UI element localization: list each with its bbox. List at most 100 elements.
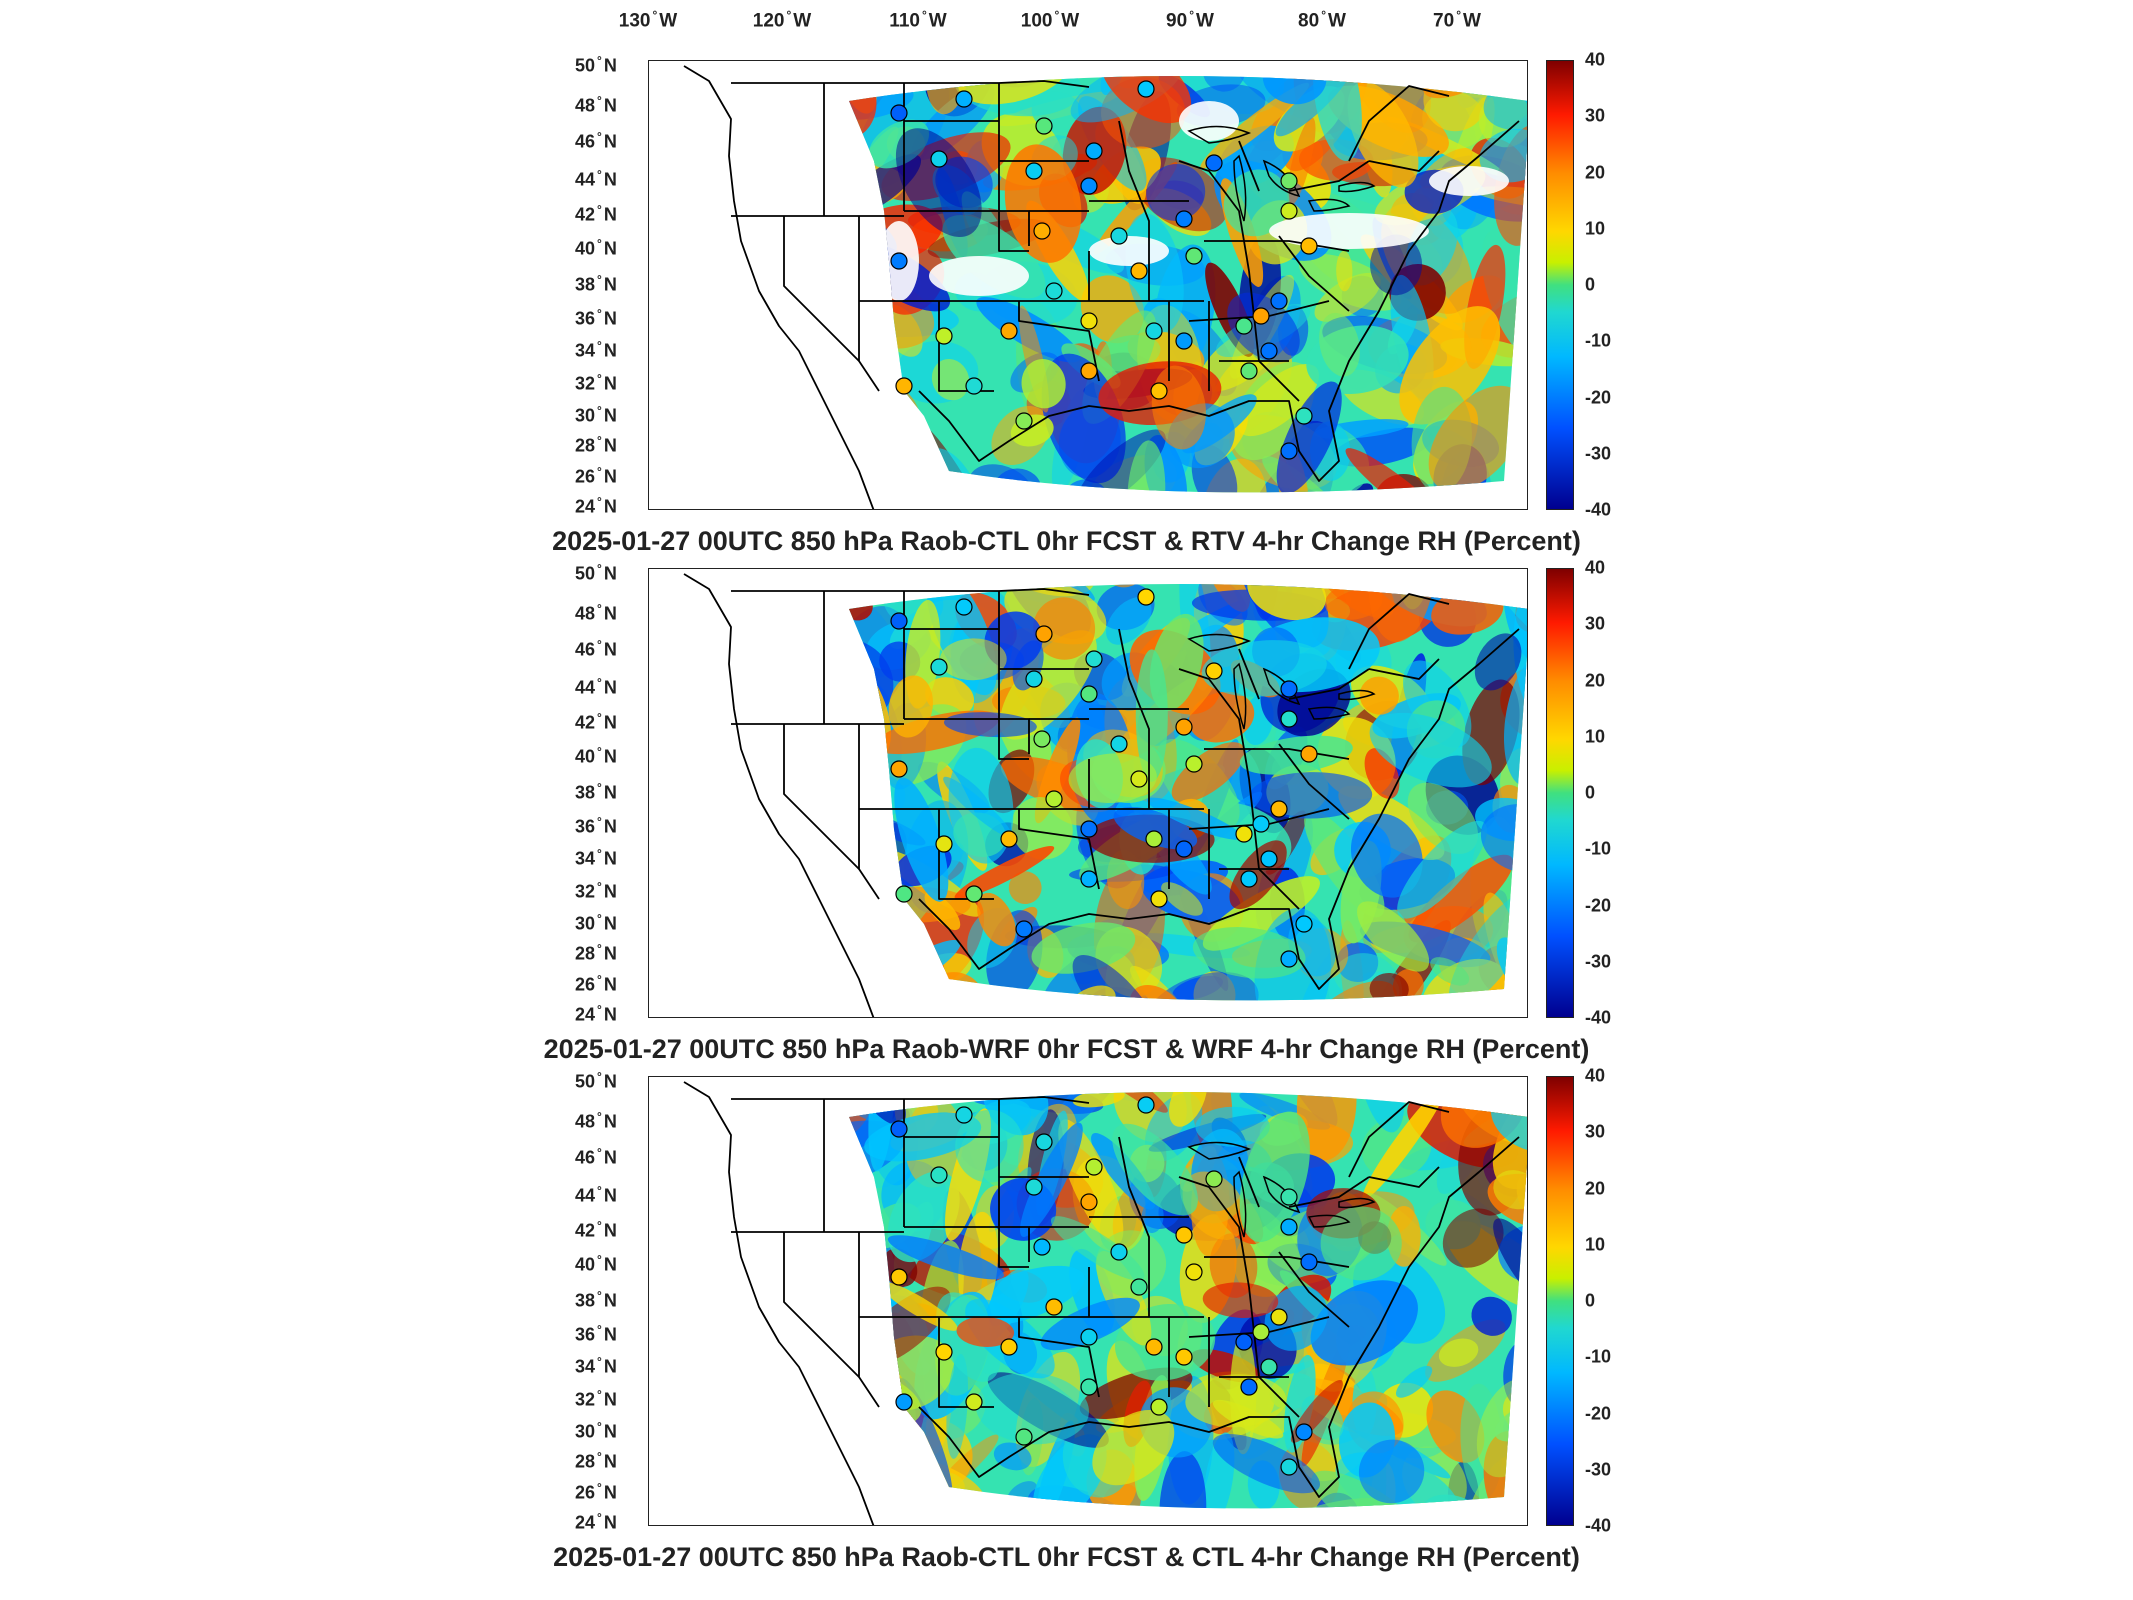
latitude-label: 38 ° N bbox=[575, 1288, 617, 1311]
great-lake bbox=[1187, 1141, 1252, 1160]
colorbar-tick: 30 bbox=[1585, 1121, 1606, 1142]
colorbar-tick: -40 bbox=[1585, 1007, 1612, 1028]
colorbar-tick: 0 bbox=[1585, 274, 1596, 295]
latitude-label: 30 ° N bbox=[575, 911, 617, 934]
latitude-label: 28 ° N bbox=[575, 941, 617, 964]
station-marker bbox=[890, 104, 908, 122]
station-marker bbox=[935, 835, 953, 853]
great-lake bbox=[1307, 198, 1351, 212]
station-marker bbox=[1240, 362, 1258, 380]
map-boundaries bbox=[683, 573, 1520, 1017]
station-marker bbox=[1175, 332, 1193, 350]
great-lake bbox=[1262, 159, 1301, 198]
station-marker bbox=[1175, 210, 1193, 228]
great-lake bbox=[1307, 1214, 1351, 1228]
station-marker bbox=[1033, 730, 1051, 748]
state-border bbox=[998, 1099, 1029, 1268]
station-marker bbox=[1175, 1348, 1193, 1366]
station-marker bbox=[1235, 825, 1253, 843]
latitude-label: 30 ° N bbox=[575, 403, 617, 426]
station-marker bbox=[890, 1268, 908, 1286]
map-area bbox=[648, 60, 1528, 510]
station-marker bbox=[1110, 227, 1128, 245]
raob-station-markers bbox=[890, 1096, 1318, 1476]
state-border bbox=[1018, 1317, 1100, 1398]
colorbar-tick: 0 bbox=[1585, 1290, 1596, 1311]
great-lake bbox=[1187, 633, 1252, 652]
station-marker bbox=[1280, 710, 1298, 728]
latitude-label: 32 ° N bbox=[575, 371, 617, 394]
station-marker bbox=[1080, 312, 1098, 330]
latitude-label: 30 ° N bbox=[575, 1419, 617, 1442]
station-marker bbox=[1300, 1253, 1318, 1271]
station-marker bbox=[1270, 292, 1288, 310]
station-marker bbox=[1175, 718, 1193, 736]
station-marker bbox=[1110, 1243, 1128, 1261]
latitude-label: 32 ° N bbox=[575, 1387, 617, 1410]
station-marker bbox=[1185, 247, 1203, 265]
station-marker bbox=[1080, 870, 1098, 888]
station-marker bbox=[1260, 1358, 1278, 1376]
state-border bbox=[1278, 235, 1350, 312]
state-border bbox=[1018, 301, 1100, 382]
station-marker bbox=[1205, 662, 1223, 680]
station-marker bbox=[1080, 1328, 1098, 1346]
latitude-label: 24 ° N bbox=[575, 494, 617, 517]
great-lake bbox=[1262, 1175, 1301, 1214]
station-marker bbox=[965, 885, 983, 903]
great-lake bbox=[1338, 1197, 1376, 1209]
station-marker bbox=[930, 1166, 948, 1184]
station-marker bbox=[1025, 1178, 1043, 1196]
station-marker bbox=[1033, 1238, 1051, 1256]
station-marker bbox=[1280, 172, 1298, 190]
station-marker bbox=[1045, 790, 1063, 808]
state-border bbox=[731, 80, 1090, 88]
latitude-label: 42 ° N bbox=[575, 710, 617, 733]
state-border bbox=[998, 591, 1029, 760]
state-border bbox=[731, 1096, 1090, 1104]
state-border bbox=[858, 216, 880, 392]
map-area bbox=[648, 1076, 1528, 1526]
colorbar-tick: 10 bbox=[1585, 726, 1606, 747]
station-marker bbox=[1252, 815, 1270, 833]
station-marker bbox=[1080, 1378, 1098, 1396]
latitude-label: 34 ° N bbox=[575, 1354, 617, 1377]
latitude-label: 50 ° N bbox=[575, 53, 617, 76]
state-border bbox=[1018, 809, 1100, 890]
station-marker bbox=[1295, 407, 1313, 425]
state-border bbox=[1348, 85, 1450, 162]
latitude-label: 36 ° N bbox=[575, 814, 617, 837]
station-marker bbox=[1080, 362, 1098, 380]
latitude-label: 42 ° N bbox=[575, 202, 617, 225]
station-marker bbox=[1205, 1170, 1223, 1188]
latitude-label: 50 ° N bbox=[575, 561, 617, 584]
latitude-label: 48 ° N bbox=[575, 1109, 617, 1132]
colorbar-tick: 20 bbox=[1585, 1178, 1606, 1198]
colorbar-tick: 40 bbox=[1585, 1065, 1606, 1086]
state-border bbox=[1288, 160, 1370, 192]
state-border bbox=[1238, 1156, 1260, 1208]
station-marker bbox=[1035, 117, 1053, 135]
colorbar-tick: -10 bbox=[1585, 1346, 1612, 1367]
state-border bbox=[1204, 1256, 1350, 1268]
colorbar-tick: 30 bbox=[1585, 105, 1606, 126]
state-border bbox=[1238, 140, 1260, 192]
state-border bbox=[1348, 593, 1450, 670]
state-border bbox=[1368, 658, 1440, 680]
longitude-label: 100 ° W bbox=[1020, 8, 1080, 32]
station-marker bbox=[890, 252, 908, 270]
station-marker bbox=[1045, 282, 1063, 300]
station-marker bbox=[1130, 770, 1148, 788]
station-marker bbox=[1240, 1378, 1258, 1396]
station-marker bbox=[895, 885, 913, 903]
latitude-label: 42 ° N bbox=[575, 1218, 617, 1241]
station-marker bbox=[1137, 588, 1155, 606]
station-marker bbox=[930, 658, 948, 676]
map-area bbox=[648, 568, 1528, 1018]
latitude-label: 38 ° N bbox=[575, 780, 617, 803]
state-border bbox=[858, 1232, 880, 1408]
station-marker bbox=[890, 760, 908, 778]
raob-station-markers bbox=[890, 588, 1318, 968]
latitude-label: 34 ° N bbox=[575, 338, 617, 361]
station-marker bbox=[1145, 830, 1163, 848]
